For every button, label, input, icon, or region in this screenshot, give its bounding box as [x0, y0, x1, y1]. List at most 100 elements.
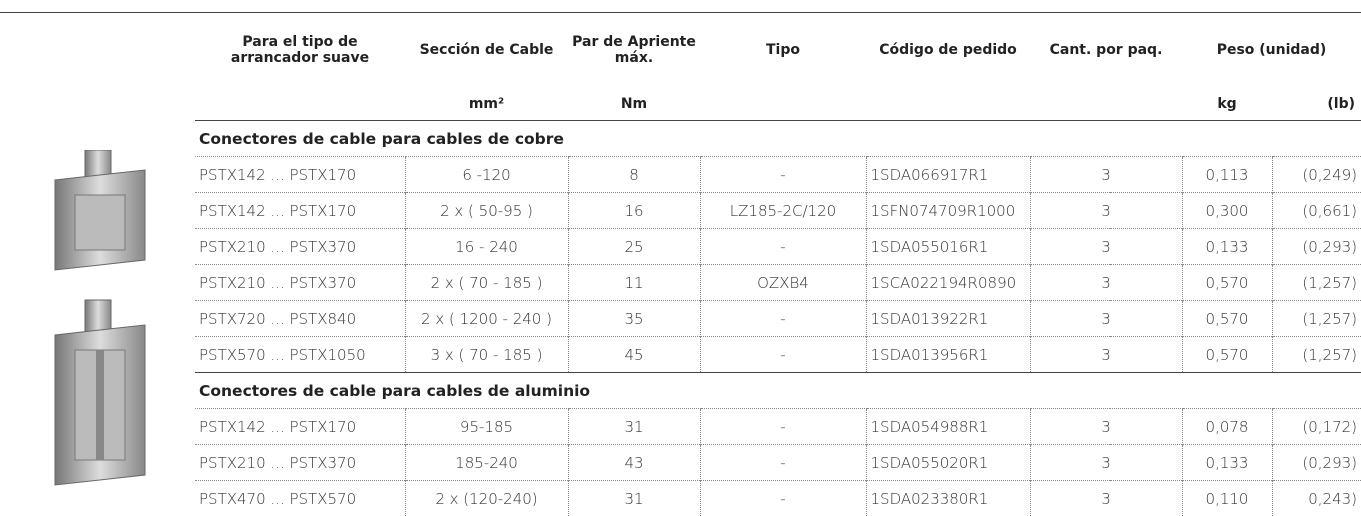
- cell: -: [700, 445, 866, 481]
- cell: 2 x ( 70 - 185 ): [405, 265, 568, 301]
- cell: 43: [568, 445, 700, 481]
- cell: 0,570: [1182, 265, 1272, 301]
- cell: 2 x ( 1200 - 240 ): [405, 301, 568, 337]
- col-header: Sección de Cable: [405, 13, 568, 88]
- cell: 1SCA022194R0890: [866, 265, 1030, 301]
- cell: -: [700, 157, 866, 193]
- product-table: Para el tipo de arrancador suave Sección…: [0, 12, 1361, 516]
- unit: mm²: [405, 87, 568, 121]
- section-row: Conectores de cable para cables de cobre: [0, 121, 1361, 157]
- cell: PSTX570 ... PSTX1050: [195, 337, 405, 373]
- cell: 3: [1030, 265, 1182, 301]
- cell: 0,110: [1182, 481, 1272, 516]
- cell: PSTX210 ... PSTX370: [195, 445, 405, 481]
- cell: 0,570: [1182, 337, 1272, 373]
- cell: 2 x ( 50-95 ): [405, 193, 568, 229]
- cell: 3: [1030, 337, 1182, 373]
- cell: -: [700, 409, 866, 445]
- unit: kg: [1182, 87, 1272, 121]
- unit: (lb): [1272, 87, 1361, 121]
- cell: PSTX470 ... PSTX570: [195, 481, 405, 516]
- cell: (0,293): [1272, 445, 1361, 481]
- cell: (0,172): [1272, 409, 1361, 445]
- cell: 3 x ( 70 - 185 ): [405, 337, 568, 373]
- cell: 0,243): [1272, 481, 1361, 516]
- cell: PSTX142 ... PSTX170: [195, 157, 405, 193]
- cell: 3: [1030, 301, 1182, 337]
- cell: 1SDA055016R1: [866, 229, 1030, 265]
- col-header: Par de Apriente máx.: [568, 13, 700, 88]
- cell: 2 x (120-240): [405, 481, 568, 516]
- cell: 3: [1030, 445, 1182, 481]
- cell: 1SDA054988R1: [866, 409, 1030, 445]
- cell: PSTX210 ... PSTX370: [195, 265, 405, 301]
- cell: 1SDA013956R1: [866, 337, 1030, 373]
- cell: (0,293): [1272, 229, 1361, 265]
- cell: -: [700, 301, 866, 337]
- cell: 3: [1030, 229, 1182, 265]
- cell: 1SDA023380R1: [866, 481, 1030, 516]
- cell: PSTX142 ... PSTX170: [195, 193, 405, 229]
- col-header: Cant. por paq.: [1030, 13, 1182, 88]
- col-header: Código de pedido: [866, 13, 1030, 88]
- cell: 1SDA066917R1: [866, 157, 1030, 193]
- product-images: [30, 150, 170, 490]
- cell: -: [700, 337, 866, 373]
- cell: OZXB4: [700, 265, 866, 301]
- cell: 0,570: [1182, 301, 1272, 337]
- col-header: Peso (unidad): [1182, 13, 1361, 88]
- cell: 16: [568, 193, 700, 229]
- cell: -: [700, 481, 866, 516]
- cell: 3: [1030, 193, 1182, 229]
- connector-image: [55, 150, 145, 270]
- cell: 0,133: [1182, 445, 1272, 481]
- section-title: Conectores de cable para cables de cobre: [195, 121, 1361, 157]
- cell: 0,078: [1182, 409, 1272, 445]
- section-row: Conectores de cable para cables de alumi…: [0, 373, 1361, 409]
- cell: (1,257): [1272, 337, 1361, 373]
- cell: -: [700, 229, 866, 265]
- col-header: Para el tipo de arrancador suave: [195, 13, 405, 88]
- cell: 11: [568, 265, 700, 301]
- cell: 3: [1030, 409, 1182, 445]
- cell: 35: [568, 301, 700, 337]
- cell: (1,257): [1272, 301, 1361, 337]
- cell: 3: [1030, 481, 1182, 516]
- section-title: Conectores de cable para cables de alumi…: [195, 373, 1361, 409]
- cell: 31: [568, 481, 700, 516]
- cell: (1,257): [1272, 265, 1361, 301]
- cell: PSTX720 ... PSTX840: [195, 301, 405, 337]
- cell: 0,113: [1182, 157, 1272, 193]
- cell: LZ185-2C/120: [700, 193, 866, 229]
- cell: 25: [568, 229, 700, 265]
- cell: (0,249): [1272, 157, 1361, 193]
- cell: 0,133: [1182, 229, 1272, 265]
- page: Para el tipo de arrancador suave Sección…: [0, 0, 1361, 495]
- cell: 45: [568, 337, 700, 373]
- cell: 3: [1030, 157, 1182, 193]
- col-header: Tipo: [700, 13, 866, 88]
- cell: 1SDA013922R1: [866, 301, 1030, 337]
- cell: 1SFN074709R1000: [866, 193, 1030, 229]
- cell: 95-185: [405, 409, 568, 445]
- cell: 6 -120: [405, 157, 568, 193]
- cell: 16 - 240: [405, 229, 568, 265]
- cell: 185-240: [405, 445, 568, 481]
- cell: 0,300: [1182, 193, 1272, 229]
- cell: 1SDA055020R1: [866, 445, 1030, 481]
- cell: 31: [568, 409, 700, 445]
- cell: PSTX142 ... PSTX170: [195, 409, 405, 445]
- cell: PSTX210 ... PSTX370: [195, 229, 405, 265]
- unit: Nm: [568, 87, 700, 121]
- cell: (0,661): [1272, 193, 1361, 229]
- cell: 8: [568, 157, 700, 193]
